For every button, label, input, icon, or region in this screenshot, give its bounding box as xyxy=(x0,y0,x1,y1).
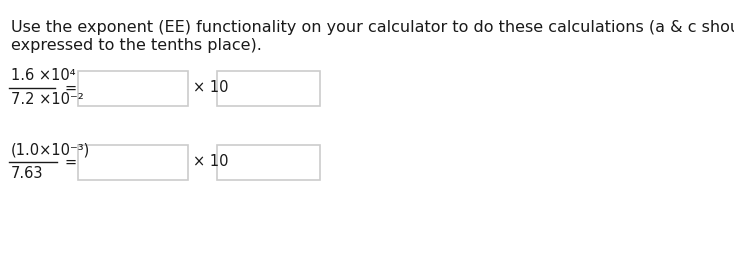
Text: =: = xyxy=(64,80,76,95)
Text: 7.63: 7.63 xyxy=(11,166,43,181)
FancyBboxPatch shape xyxy=(79,71,189,106)
Text: × 10: × 10 xyxy=(194,155,229,170)
FancyBboxPatch shape xyxy=(79,145,189,180)
Text: =: = xyxy=(64,155,76,170)
FancyBboxPatch shape xyxy=(217,145,320,180)
FancyBboxPatch shape xyxy=(217,71,320,106)
Text: × 10: × 10 xyxy=(194,80,229,95)
Text: (1.0×10⁻³): (1.0×10⁻³) xyxy=(11,142,90,157)
Text: 1.6 ×10⁴: 1.6 ×10⁴ xyxy=(11,68,75,83)
Text: 7.2 ×10⁻²: 7.2 ×10⁻² xyxy=(11,93,84,108)
Text: expressed to the tenths place).: expressed to the tenths place). xyxy=(11,38,261,53)
Text: Use the exponent (EE) functionality on your calculator to do these calculations : Use the exponent (EE) functionality on y… xyxy=(11,20,734,35)
